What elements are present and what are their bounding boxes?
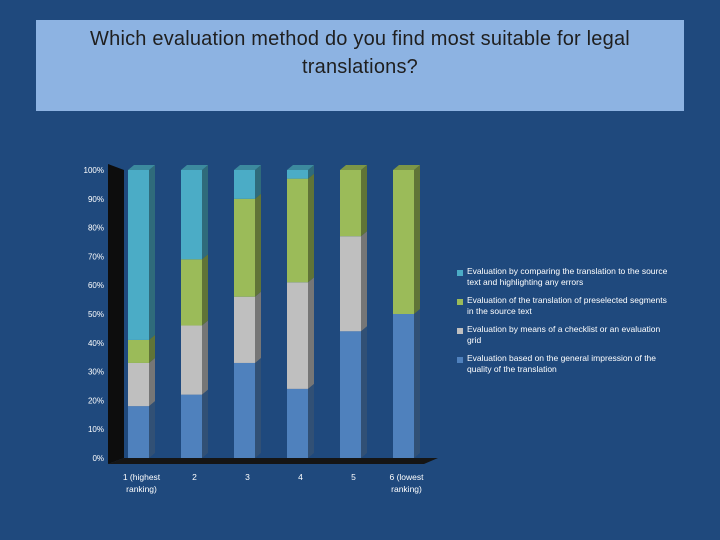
x-tick-label: 6 (lowest <box>389 472 424 482</box>
y-tick-label: 20% <box>88 396 104 405</box>
y-tick-label: 30% <box>88 368 104 377</box>
bar-segment-side <box>255 291 261 363</box>
bar-segment-side <box>308 165 314 179</box>
bar-segment-side <box>149 357 155 407</box>
bar-segment <box>393 314 414 458</box>
bar-top <box>128 165 155 170</box>
y-tick-label: 100% <box>84 166 104 175</box>
legend-label: Evaluation by means of a checklist or an… <box>467 324 661 345</box>
bar-segment-side <box>361 231 367 332</box>
legend-swatch <box>457 270 463 276</box>
bar-segment-side <box>202 254 208 326</box>
x-tick-label: 2 <box>192 472 197 482</box>
x-tick-label: 5 <box>351 472 356 482</box>
legend-item: Evaluation by means of a checklist or an… <box>457 324 672 353</box>
bar-segment <box>393 170 414 314</box>
bar-segment <box>340 170 361 237</box>
bar-segment <box>128 406 149 458</box>
bar-segment-side <box>255 165 261 199</box>
y-tick-label: 60% <box>88 281 104 290</box>
bar-segment-side <box>149 401 155 458</box>
x-tick-label: ranking) <box>391 484 422 494</box>
bar-segment <box>340 331 361 458</box>
legend-item: Evaluation of the translation of presele… <box>457 295 672 324</box>
bar-segment-side <box>308 173 314 283</box>
bar-segment-side <box>414 165 420 314</box>
y-tick-label: 0% <box>92 454 104 463</box>
bar-segment-side <box>202 165 208 260</box>
bar-segment <box>128 170 149 340</box>
chart-title: Which evaluation method do you find most… <box>90 28 630 78</box>
y-tick-label: 50% <box>88 310 104 319</box>
bar-segment-side <box>361 326 367 458</box>
bar-segment <box>181 394 202 458</box>
y-tick-label: 90% <box>88 195 104 204</box>
legend-item: Evaluation by comparing the translation … <box>457 266 672 295</box>
bar-segment-side <box>255 357 261 458</box>
bar-segment <box>234 170 255 199</box>
bar-segment-side <box>202 389 208 458</box>
bar-segment-side <box>255 193 261 297</box>
bar-segment-side <box>361 165 367 237</box>
bar-segment-side <box>414 309 420 458</box>
bar-segment <box>181 259 202 326</box>
legend-label: Evaluation of the translation of presele… <box>467 295 667 316</box>
x-tick-label: 1 (highest <box>123 472 161 482</box>
bar-segment <box>340 236 361 332</box>
y-tick-label: 40% <box>88 339 104 348</box>
legend-label: Evaluation by comparing the translation … <box>467 266 668 287</box>
bar-segment <box>234 198 255 297</box>
legend-swatch <box>457 299 463 305</box>
bar-segment-side <box>202 320 208 395</box>
bar-segment <box>128 362 149 407</box>
legend-swatch <box>457 357 463 363</box>
y-tick-label: 10% <box>88 425 104 434</box>
bar-segment <box>287 170 308 179</box>
bar-top <box>287 165 314 170</box>
bar-top <box>393 165 420 170</box>
x-tick-label: 4 <box>298 472 303 482</box>
bar-top <box>234 165 261 170</box>
chart-legend: Evaluation by comparing the translation … <box>457 266 672 382</box>
y-tick-label: 80% <box>88 224 104 233</box>
legend-label: Evaluation based on the general impressi… <box>467 353 657 374</box>
bar-segment <box>181 325 202 395</box>
title-box: Which evaluation method do you find most… <box>36 20 684 111</box>
bar-segment <box>128 339 149 363</box>
bar-segment <box>287 178 308 283</box>
bar-segment-side <box>308 383 314 458</box>
y-tick-label: 70% <box>88 252 104 261</box>
bar-top <box>181 165 208 170</box>
x-tick-label: 3 <box>245 472 250 482</box>
bar-segment-side <box>149 334 155 363</box>
legend-item: Evaluation based on the general impressi… <box>457 353 672 382</box>
bar-segment-side <box>149 165 155 340</box>
bar-top <box>340 165 367 170</box>
bar-segment <box>234 362 255 458</box>
chart-side-wall <box>108 164 124 464</box>
bar-segment <box>234 296 255 363</box>
chart-floor <box>108 458 438 464</box>
bar-segment-side <box>308 277 314 389</box>
bar-segment <box>287 282 308 389</box>
legend-swatch <box>457 328 463 334</box>
bar-segment <box>181 170 202 260</box>
bar-segment <box>287 388 308 458</box>
x-tick-label: ranking) <box>126 484 157 494</box>
